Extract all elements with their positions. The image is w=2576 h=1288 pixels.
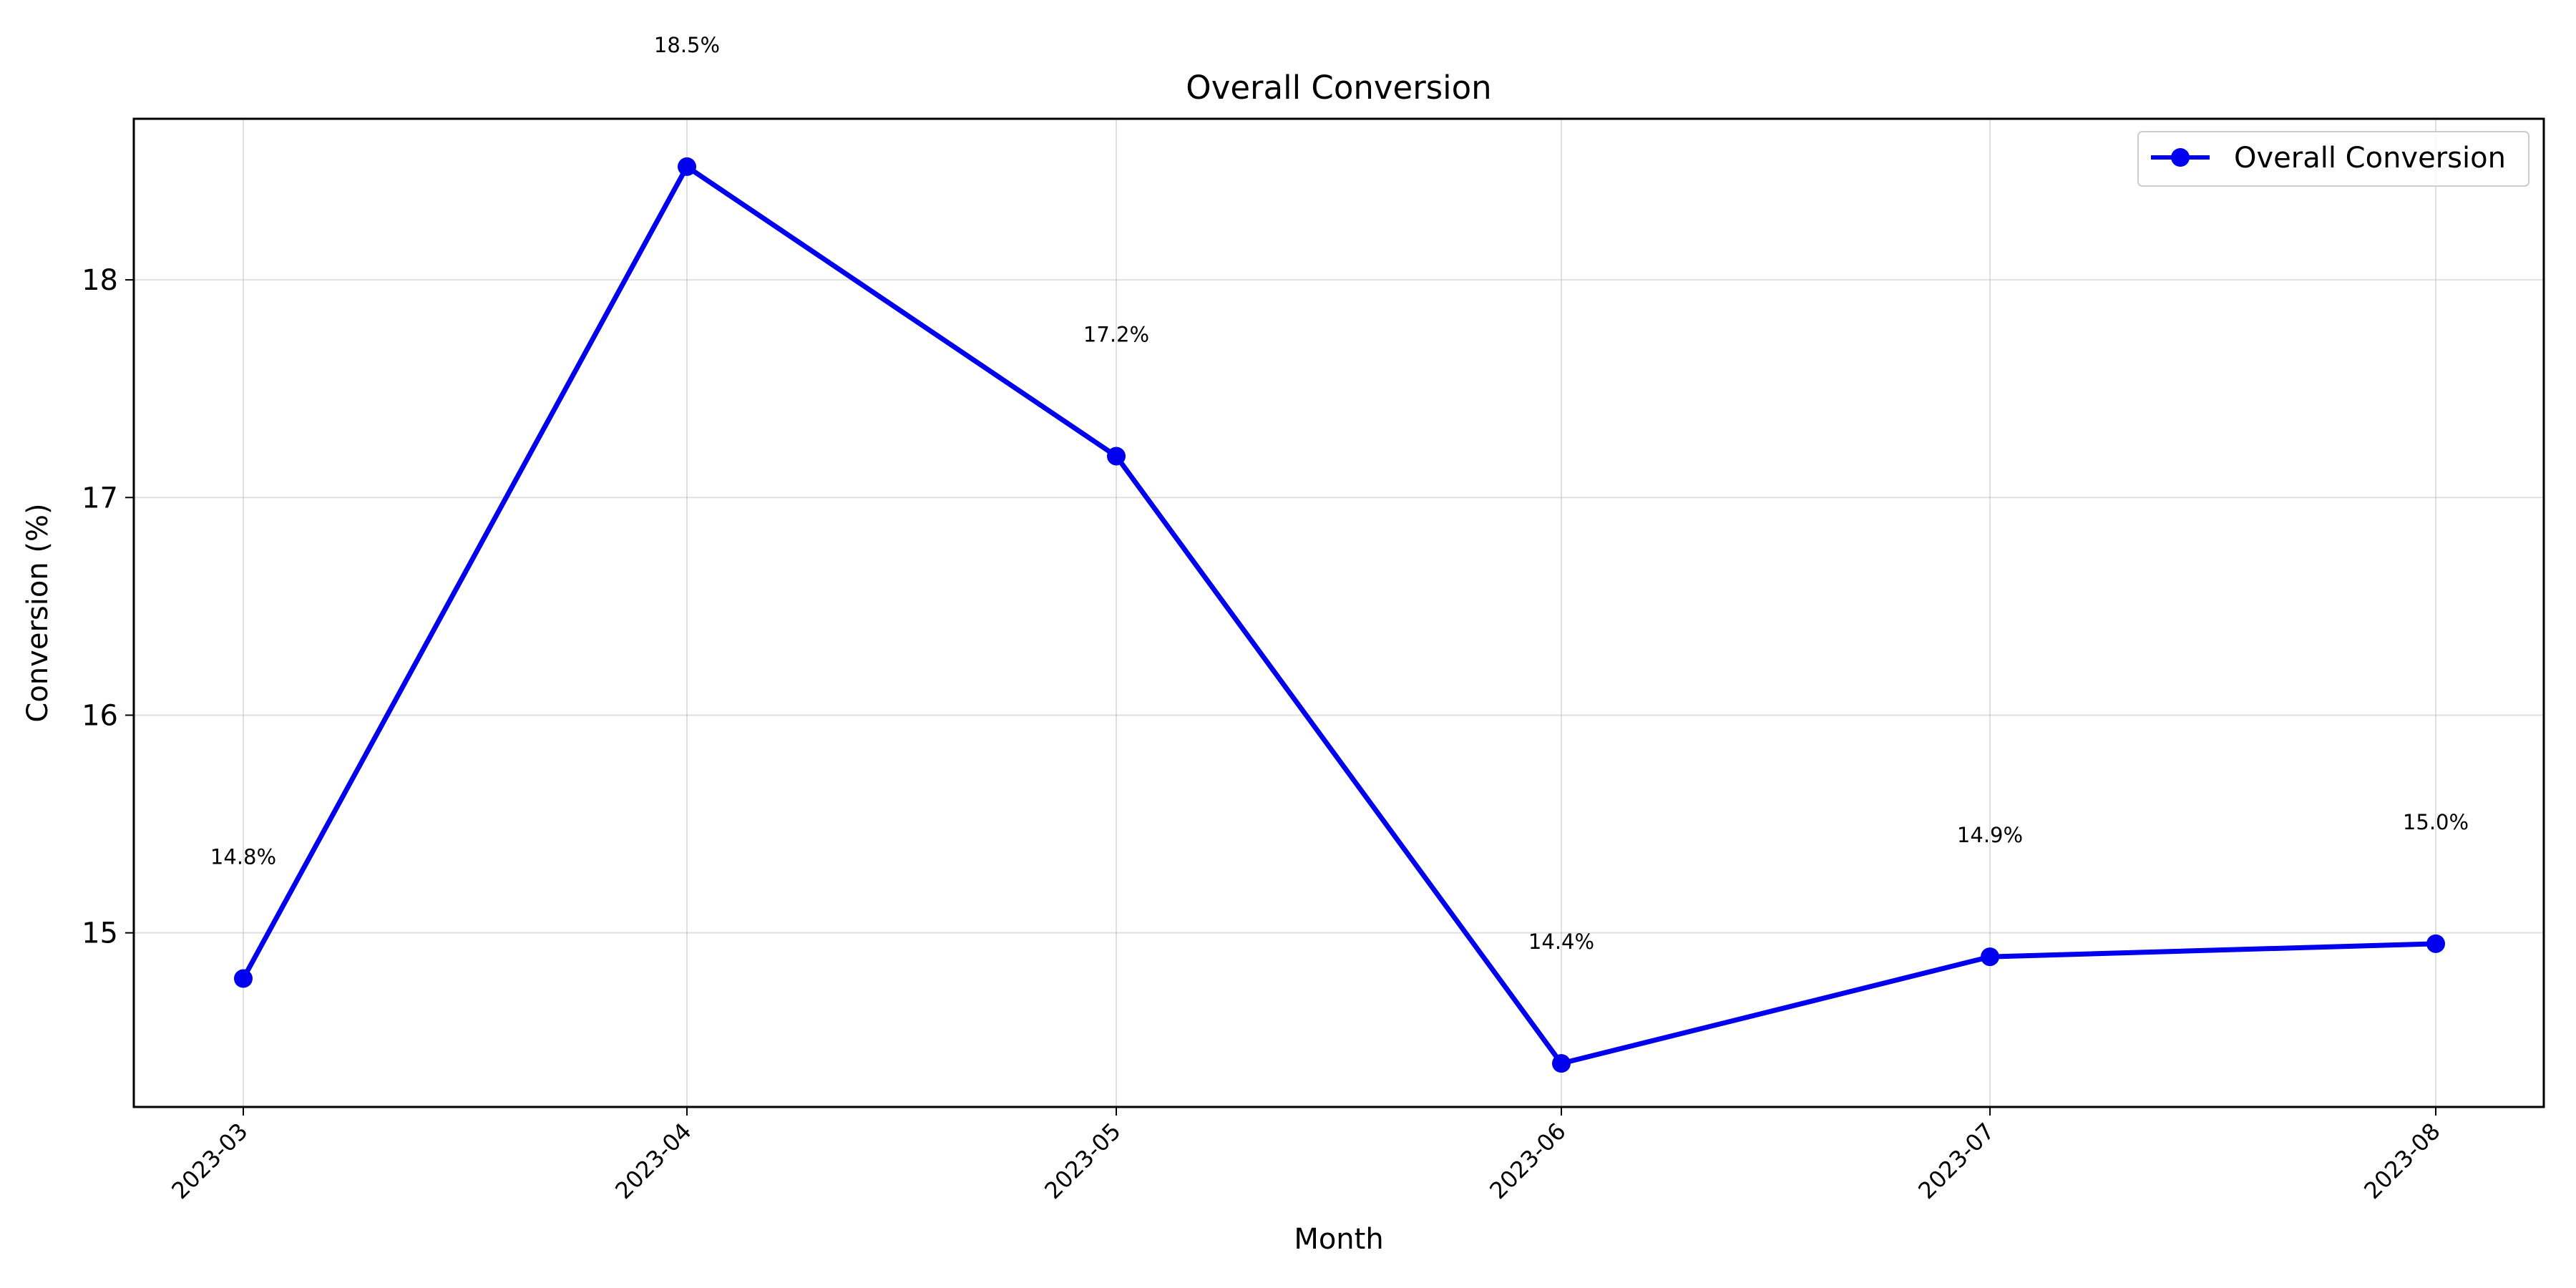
data-point: [1107, 447, 1126, 466]
data-point: [234, 969, 253, 988]
data-label: 14.8%: [210, 845, 276, 869]
data-point: [1552, 1054, 1571, 1073]
legend-entry: Overall Conversion: [2234, 142, 2506, 175]
x-axis-label: Month: [1294, 1223, 1383, 1256]
legend-marker: [2171, 148, 2190, 167]
data-label: 17.2%: [1083, 322, 1149, 346]
grid: [134, 119, 2544, 1107]
data-point: [1981, 947, 1999, 967]
data-label: 14.4%: [1528, 930, 1594, 954]
data-label: 18.5%: [654, 33, 720, 57]
y-tick-label: 18: [82, 264, 118, 297]
y-tick-label: 16: [82, 699, 118, 732]
chart-title: Overall Conversion: [1186, 69, 1491, 107]
y-tick-label: 17: [82, 482, 118, 514]
data-label: 15.0%: [2403, 810, 2469, 834]
data-point: [678, 157, 696, 176]
legend: Overall Conversion: [2137, 131, 2529, 187]
data-label: 14.9%: [1957, 823, 2023, 847]
plot-area: [132, 117, 2545, 1108]
data-labels: 14.8% 18.5% 17.2% 14.4% 14.9% 15.0%: [210, 33, 2469, 954]
series: [234, 157, 2445, 1073]
y-axis-label: Conversion (%): [21, 503, 54, 722]
legend-box: [2137, 131, 2529, 187]
y-tick-label: 15: [82, 917, 118, 950]
series-line: [240, 164, 2436, 1066]
data-point: [2426, 934, 2445, 953]
